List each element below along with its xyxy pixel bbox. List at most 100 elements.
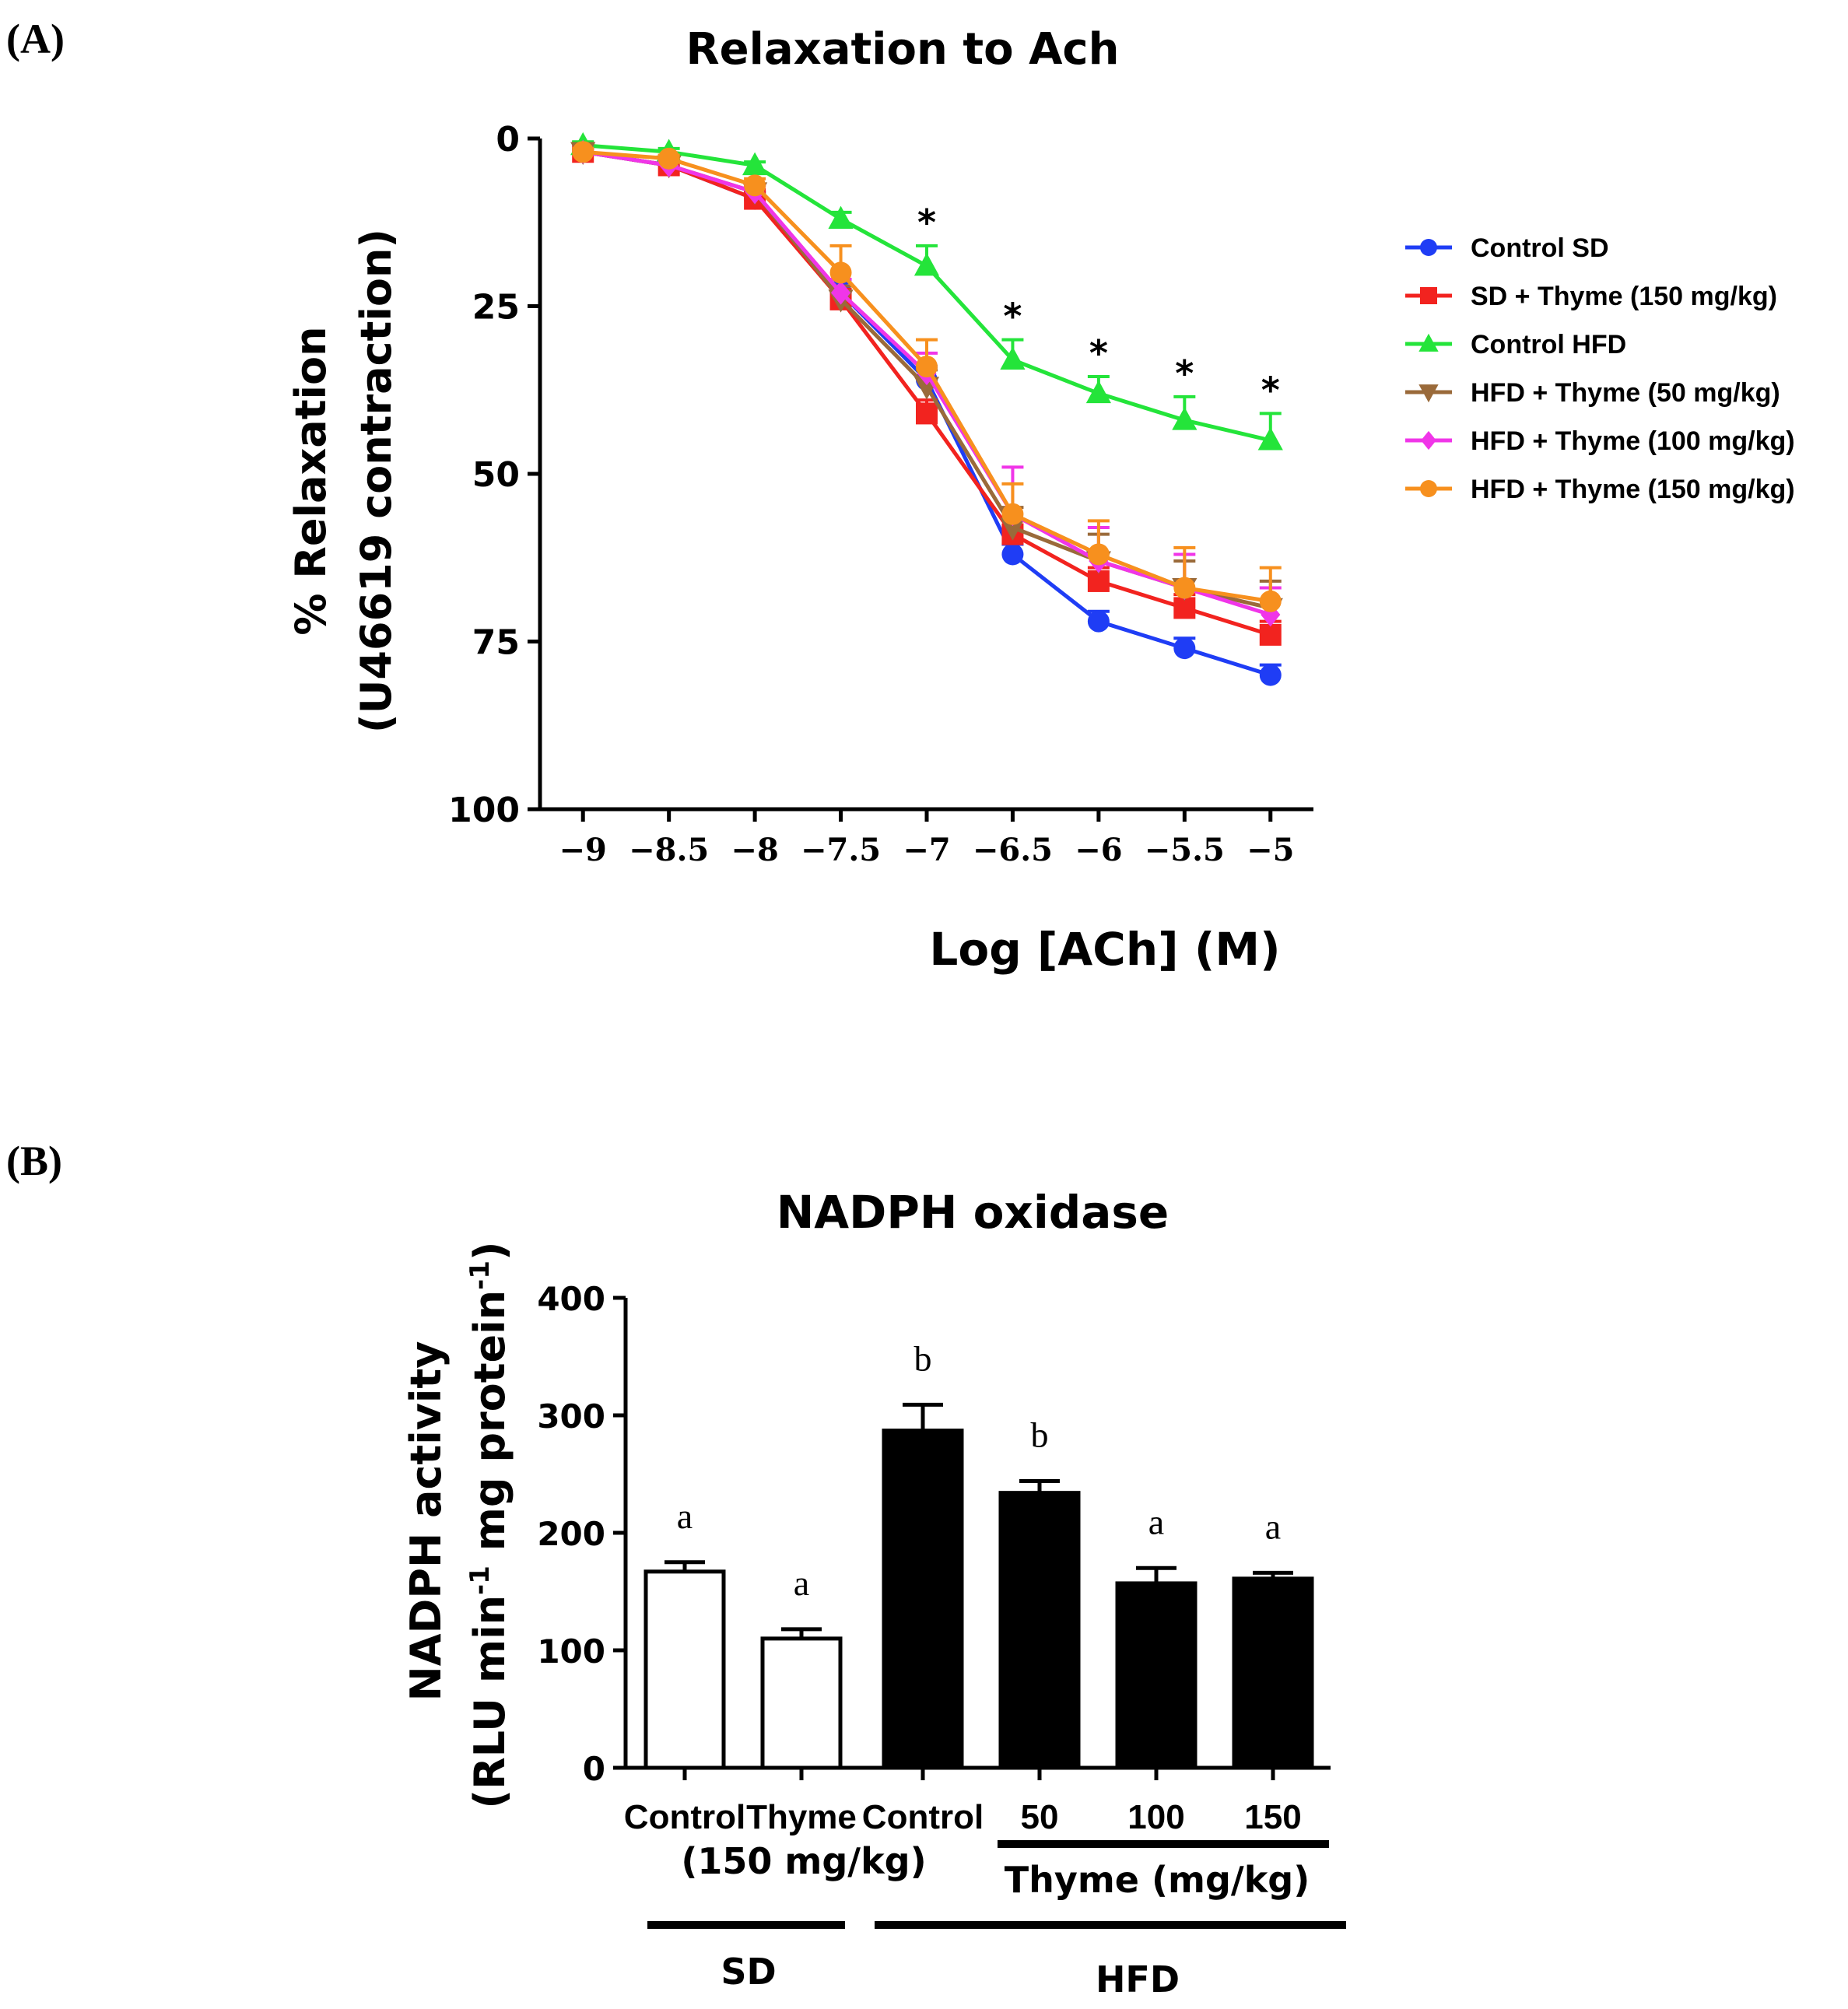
a-x-tick-label: −7 <box>903 832 950 868</box>
significance-star: * <box>917 202 936 244</box>
a-y-tick-label: 100 <box>448 791 520 830</box>
a-x-tick-label: −9 <box>559 832 607 868</box>
legend-label: SD + Thyme (150 mg/kg) <box>1471 282 1777 311</box>
panel-a-ylabel-line2: (U46619 contraction) <box>352 229 401 733</box>
significance-letter: b <box>914 1338 932 1378</box>
bar-5: a <box>1115 1502 1198 1770</box>
b-y-tick-label: 0 <box>583 1750 605 1788</box>
bar-1: a <box>643 1496 726 1770</box>
a-y-tick-label: 75 <box>472 623 520 663</box>
data-point <box>1172 407 1198 430</box>
series-6 <box>572 141 1282 612</box>
panel-b-label: (B) <box>6 1138 62 1184</box>
a-x-tick-label: −8.5 <box>629 832 709 868</box>
data-point <box>916 356 938 378</box>
a-x-tick-label: −6 <box>1075 832 1122 868</box>
a-y-tick-label: 0 <box>496 120 520 160</box>
a-x-tick-label: −6.5 <box>973 832 1053 868</box>
significance-star: * <box>1175 352 1194 394</box>
data-point <box>657 147 680 170</box>
legend-item: SD + Thyme (150 mg/kg) <box>1405 282 1777 311</box>
significance-letter: b <box>1031 1415 1049 1455</box>
data-point <box>1173 577 1196 599</box>
panel-b-ylabel-units: (RLU min-1 mg protein-1) <box>465 1241 514 1808</box>
b-y-tick-label: 300 <box>537 1397 605 1436</box>
panel-a-xlabel: Log [ACh] (M) <box>929 923 1280 976</box>
series-3 <box>570 131 1283 451</box>
bar-6: a <box>1232 1506 1314 1770</box>
b-y-tick-label: 100 <box>537 1632 605 1671</box>
legend-item: HFD + Thyme (100 mg/kg) <box>1405 426 1795 456</box>
significance-star: * <box>1089 332 1108 374</box>
b-y-tick-label: 400 <box>537 1280 605 1318</box>
panel-b-title: NADPH oxidase <box>777 1186 1169 1239</box>
significance-star: * <box>1261 369 1280 411</box>
data-point <box>1259 623 1282 646</box>
bar-3: b <box>882 1338 964 1770</box>
bar-rect <box>760 1636 843 1770</box>
legend-item: Control SD <box>1405 233 1609 263</box>
bar-rect <box>882 1429 964 1770</box>
category-label: Control <box>624 1798 745 1836</box>
legend-label: Control HFD <box>1471 330 1626 359</box>
data-point <box>830 280 851 305</box>
panel-b: (B) NADPH oxidase NADPH activity (RLU mi… <box>6 1138 1346 2000</box>
significance-letter: a <box>794 1563 809 1603</box>
data-point <box>742 152 768 176</box>
data-point <box>1259 664 1282 686</box>
data-point <box>913 252 940 276</box>
legend-label: HFD + Thyme (100 mg/kg) <box>1471 426 1795 456</box>
category-label: 50 <box>1021 1798 1059 1836</box>
legend-marker <box>1420 480 1437 497</box>
significance-star: * <box>1003 296 1022 338</box>
bar-2: a <box>760 1563 843 1770</box>
b-y-tick-label: 200 <box>537 1515 605 1553</box>
category-label: 100 <box>1127 1798 1184 1836</box>
data-point <box>916 402 938 425</box>
legend-item: Control HFD <box>1405 330 1626 359</box>
legend-marker <box>1418 333 1439 352</box>
legend-marker <box>1418 384 1439 403</box>
data-point <box>1000 346 1026 370</box>
bar-4: b <box>998 1415 1081 1770</box>
panel-a-label: (A) <box>6 16 65 62</box>
legend-item: HFD + Thyme (150 mg/kg) <box>1405 475 1795 504</box>
data-point <box>744 174 766 197</box>
panel-a: (A) Relaxation to Ach % Relaxation (U466… <box>6 16 1795 976</box>
significance-letter: a <box>1148 1502 1164 1541</box>
data-point <box>1001 503 1024 525</box>
legend-marker <box>1420 239 1437 256</box>
significance-letter: a <box>1265 1506 1281 1546</box>
data-point <box>1087 543 1110 566</box>
data-point <box>1173 637 1196 660</box>
bar-rect <box>1115 1581 1198 1770</box>
a-x-tick-label: −7.5 <box>801 832 881 868</box>
sd-group-label: SD <box>721 1951 776 1993</box>
bar-rect <box>1232 1576 1314 1770</box>
thyme-sd-dose-label: (150 mg/kg) <box>681 1840 926 1882</box>
data-point <box>1085 380 1111 404</box>
category-label: Control <box>862 1798 984 1836</box>
data-point <box>1000 517 1026 541</box>
data-point <box>829 261 852 284</box>
legend-label: Control SD <box>1471 233 1609 263</box>
a-y-tick-label: 25 <box>472 288 520 328</box>
legend-marker <box>1421 430 1436 451</box>
legend-marker <box>1420 287 1437 304</box>
thyme-dose-label: Thyme (mg/kg) <box>1005 1859 1310 1901</box>
legend-item: HFD + Thyme (50 mg/kg) <box>1405 378 1780 408</box>
panel-a-legend: Control SD SD + Thyme (150 mg/kg) Control … <box>1405 233 1795 504</box>
a-x-tick-label: −5 <box>1247 832 1294 868</box>
a-x-tick-label: −5.5 <box>1145 832 1225 868</box>
data-point <box>1087 610 1110 633</box>
panel-b-ylabel: NADPH activity <box>402 1341 451 1702</box>
a-y-tick-label: 50 <box>472 455 520 495</box>
data-point <box>1259 590 1282 612</box>
data-point <box>828 205 854 230</box>
significance-letter: a <box>677 1496 693 1536</box>
panel-a-title: Relaxation to Ach <box>686 24 1120 75</box>
hfd-group-label: HFD <box>1096 1958 1180 2000</box>
panel-a-ylabel-line1: % Relaxation <box>286 326 335 635</box>
bar-rect <box>998 1491 1081 1770</box>
